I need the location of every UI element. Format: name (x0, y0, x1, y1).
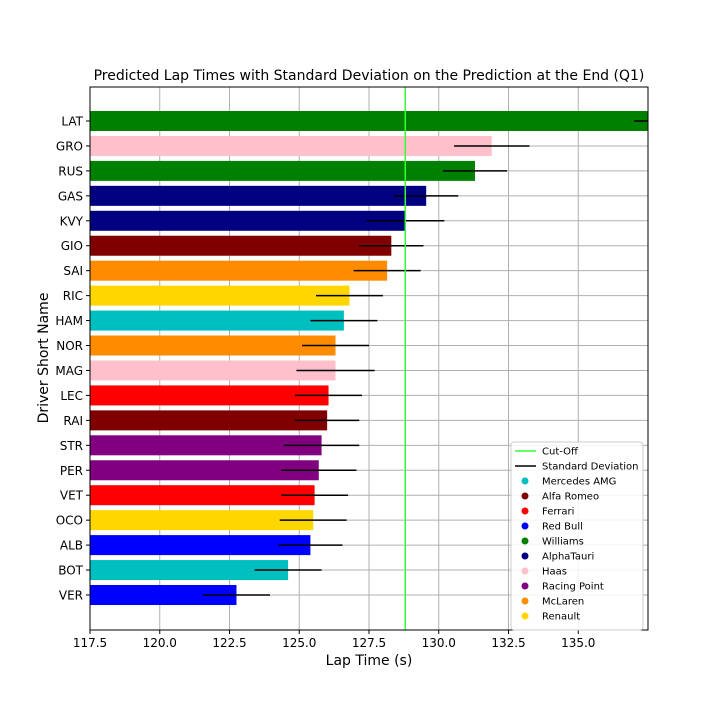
bar-oco (90, 510, 314, 531)
bar-gro (90, 135, 492, 156)
bar-sai (90, 260, 388, 281)
y-tick-label: GAS (58, 189, 83, 203)
legend-label: Alfa Romeo (542, 492, 599, 503)
bar-vet (90, 485, 315, 506)
bar-gas (90, 185, 427, 206)
bar-lat (90, 111, 648, 131)
x-tick-label: 135.0 (561, 636, 595, 650)
legend-label: Ferrari (542, 507, 574, 518)
legend-label: AlphaTauri (542, 552, 594, 563)
y-tick-label: RAI (63, 414, 83, 428)
x-tick-label: 130.0 (422, 636, 456, 650)
bar-ham (90, 310, 344, 331)
bar-alb (90, 535, 311, 556)
error-bars (202, 120, 648, 596)
bar-ver (90, 585, 237, 605)
legend-box (510, 441, 644, 631)
bar-bot (90, 560, 289, 581)
legend-label: McLaren (542, 597, 584, 608)
y-tick-label: PER (60, 464, 83, 478)
y-tick-label: BOT (58, 564, 83, 578)
legend-dot-swatch (521, 507, 529, 515)
legend-dot-swatch (521, 522, 529, 530)
bar-mag (90, 360, 336, 381)
legend-dot-swatch (521, 552, 529, 560)
y-tick-label: RIC (63, 289, 83, 303)
legend-dot-swatch (521, 537, 529, 545)
legend: Cut-Off Standard Deviation Mercedes AMG Alf… (510, 441, 644, 631)
legend-label: Renault (542, 612, 580, 623)
bars (90, 111, 648, 605)
x-tick-label: 132.5 (491, 636, 525, 650)
y-tick-label: MAG (55, 364, 83, 378)
bar-kvy (90, 210, 406, 231)
legend-label: Standard Deviation (542, 462, 639, 473)
legend-dot-swatch (521, 612, 529, 620)
y-tick-label: STR (60, 439, 83, 453)
x-tick-label: 125.0 (282, 636, 316, 650)
x-tick-label: 122.5 (212, 636, 246, 650)
y-tick-label: VET (60, 489, 84, 503)
y-axis-label: Driver Short Name (36, 293, 52, 424)
x-tick-labels: 117.5 120.0 122.5 125.0 127.5 130.0 132.5 135.0 (73, 630, 595, 650)
y-tick-labels: LAT GRO RUS GAS KVY GIO SAI RIC HAM NOR MAG LEC RAI S… (55, 115, 90, 603)
legend-label: Williams (542, 537, 584, 548)
bar-per (90, 460, 319, 481)
legend-label: Racing Point (542, 582, 604, 593)
y-tick-label: OCO (56, 514, 83, 528)
bar-rai (90, 410, 328, 431)
legend-label: Red Bull (542, 522, 583, 533)
y-tick-label: NOR (56, 339, 83, 353)
legend-dot-swatch (521, 567, 529, 575)
bar-nor (90, 335, 336, 356)
legend-dot-swatch (521, 477, 529, 485)
x-tick-label: 117.5 (73, 636, 107, 650)
bar-ric (90, 285, 350, 306)
legend-label: Mercedes AMG (542, 477, 616, 488)
y-tick-label: LAT (61, 115, 83, 129)
y-tick-label: ALB (60, 539, 83, 553)
legend-dot-swatch (521, 597, 529, 605)
y-tick-label: VER (59, 589, 83, 603)
bar-rus (90, 160, 476, 181)
x-tick-label: 120.0 (143, 636, 177, 650)
y-tick-label: RUS (58, 164, 83, 178)
x-axis-label: Lap Time (s) (326, 653, 413, 669)
chart-title: Predicted Lap Times with Standard Deviat… (94, 68, 645, 84)
y-tick-label: SAI (63, 264, 83, 278)
legend-label: Cut-Off (542, 447, 579, 458)
y-tick-label: LEC (60, 389, 83, 403)
legend-label: Haas (542, 567, 567, 578)
y-tick-label: HAM (55, 314, 83, 328)
bar-lec (90, 385, 329, 406)
legend-dot-swatch (521, 492, 529, 500)
y-tick-label: GRO (56, 139, 83, 153)
x-tick-label: 127.5 (352, 636, 386, 650)
legend-dot-swatch (521, 582, 529, 590)
y-tick-label: GIO (61, 239, 83, 253)
bar-gio (90, 235, 392, 256)
y-tick-label: KVY (60, 214, 84, 228)
bar-str (90, 435, 322, 456)
